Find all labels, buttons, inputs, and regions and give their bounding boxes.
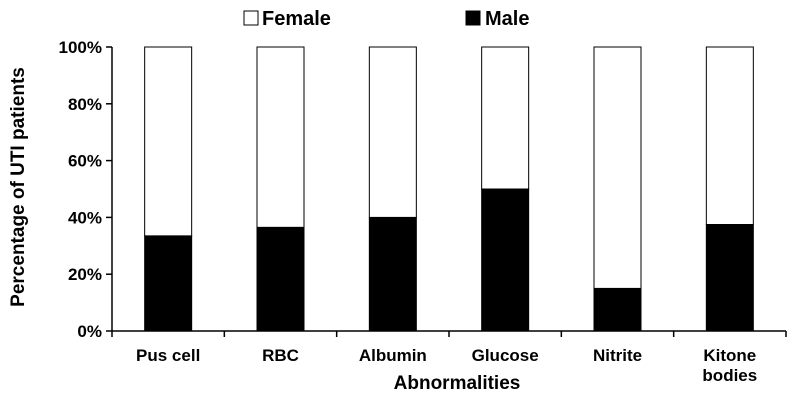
x-tick-label: Glucose	[472, 346, 539, 365]
bar-segment-female	[256, 46, 305, 228]
bar-segment-female	[368, 46, 417, 218]
y-tick-label: 40%	[68, 208, 102, 227]
bar-segment-female	[705, 46, 754, 225]
y-tick-label: 60%	[68, 152, 102, 171]
x-axis-title: Abnormalities	[394, 373, 521, 394]
y-tick-label: 20%	[68, 265, 102, 284]
y-axis-ticks: 0% 20% 40% 60% 80% 100%	[59, 38, 112, 341]
bar-segment-female	[481, 46, 530, 190]
x-tick-label: RBC	[262, 346, 299, 365]
bar-segment-female	[593, 46, 642, 289]
bar-segment-female	[144, 46, 193, 237]
x-axis-ticks: Pus cell RBC Albumin Glucose Nitrite Kitone bo…	[111, 331, 787, 385]
bar-segment-male	[256, 226, 305, 332]
x-tick-label: Kitone bodies	[702, 346, 757, 385]
legend-swatch-female	[243, 10, 259, 26]
x-tick-label: Nitrite	[593, 346, 642, 365]
plot-area: 0% 20% 40% 60% 80% 100% Pus cell RBC Albumin Glu…	[59, 38, 787, 385]
y-tick-label: 100%	[59, 38, 102, 57]
x-tick-label: Albumin	[359, 346, 427, 365]
legend-swatch-male	[465, 10, 481, 26]
bar-segment-male	[368, 216, 417, 332]
y-tick-label: 0%	[77, 322, 102, 341]
x-tick-label: Pus cell	[136, 346, 200, 365]
legend-label-male: Male	[485, 8, 529, 30]
bar-segment-male	[144, 235, 193, 332]
bars	[144, 46, 754, 332]
y-axis-title: Percentage of UTI patients	[8, 67, 29, 307]
legend-label-female: Female	[262, 8, 331, 30]
legend: Female Male	[243, 8, 529, 30]
bar-segment-male	[593, 287, 642, 332]
y-tick-label: 80%	[68, 95, 102, 114]
bar-segment-male	[705, 224, 754, 332]
bar-segment-male	[481, 188, 530, 332]
